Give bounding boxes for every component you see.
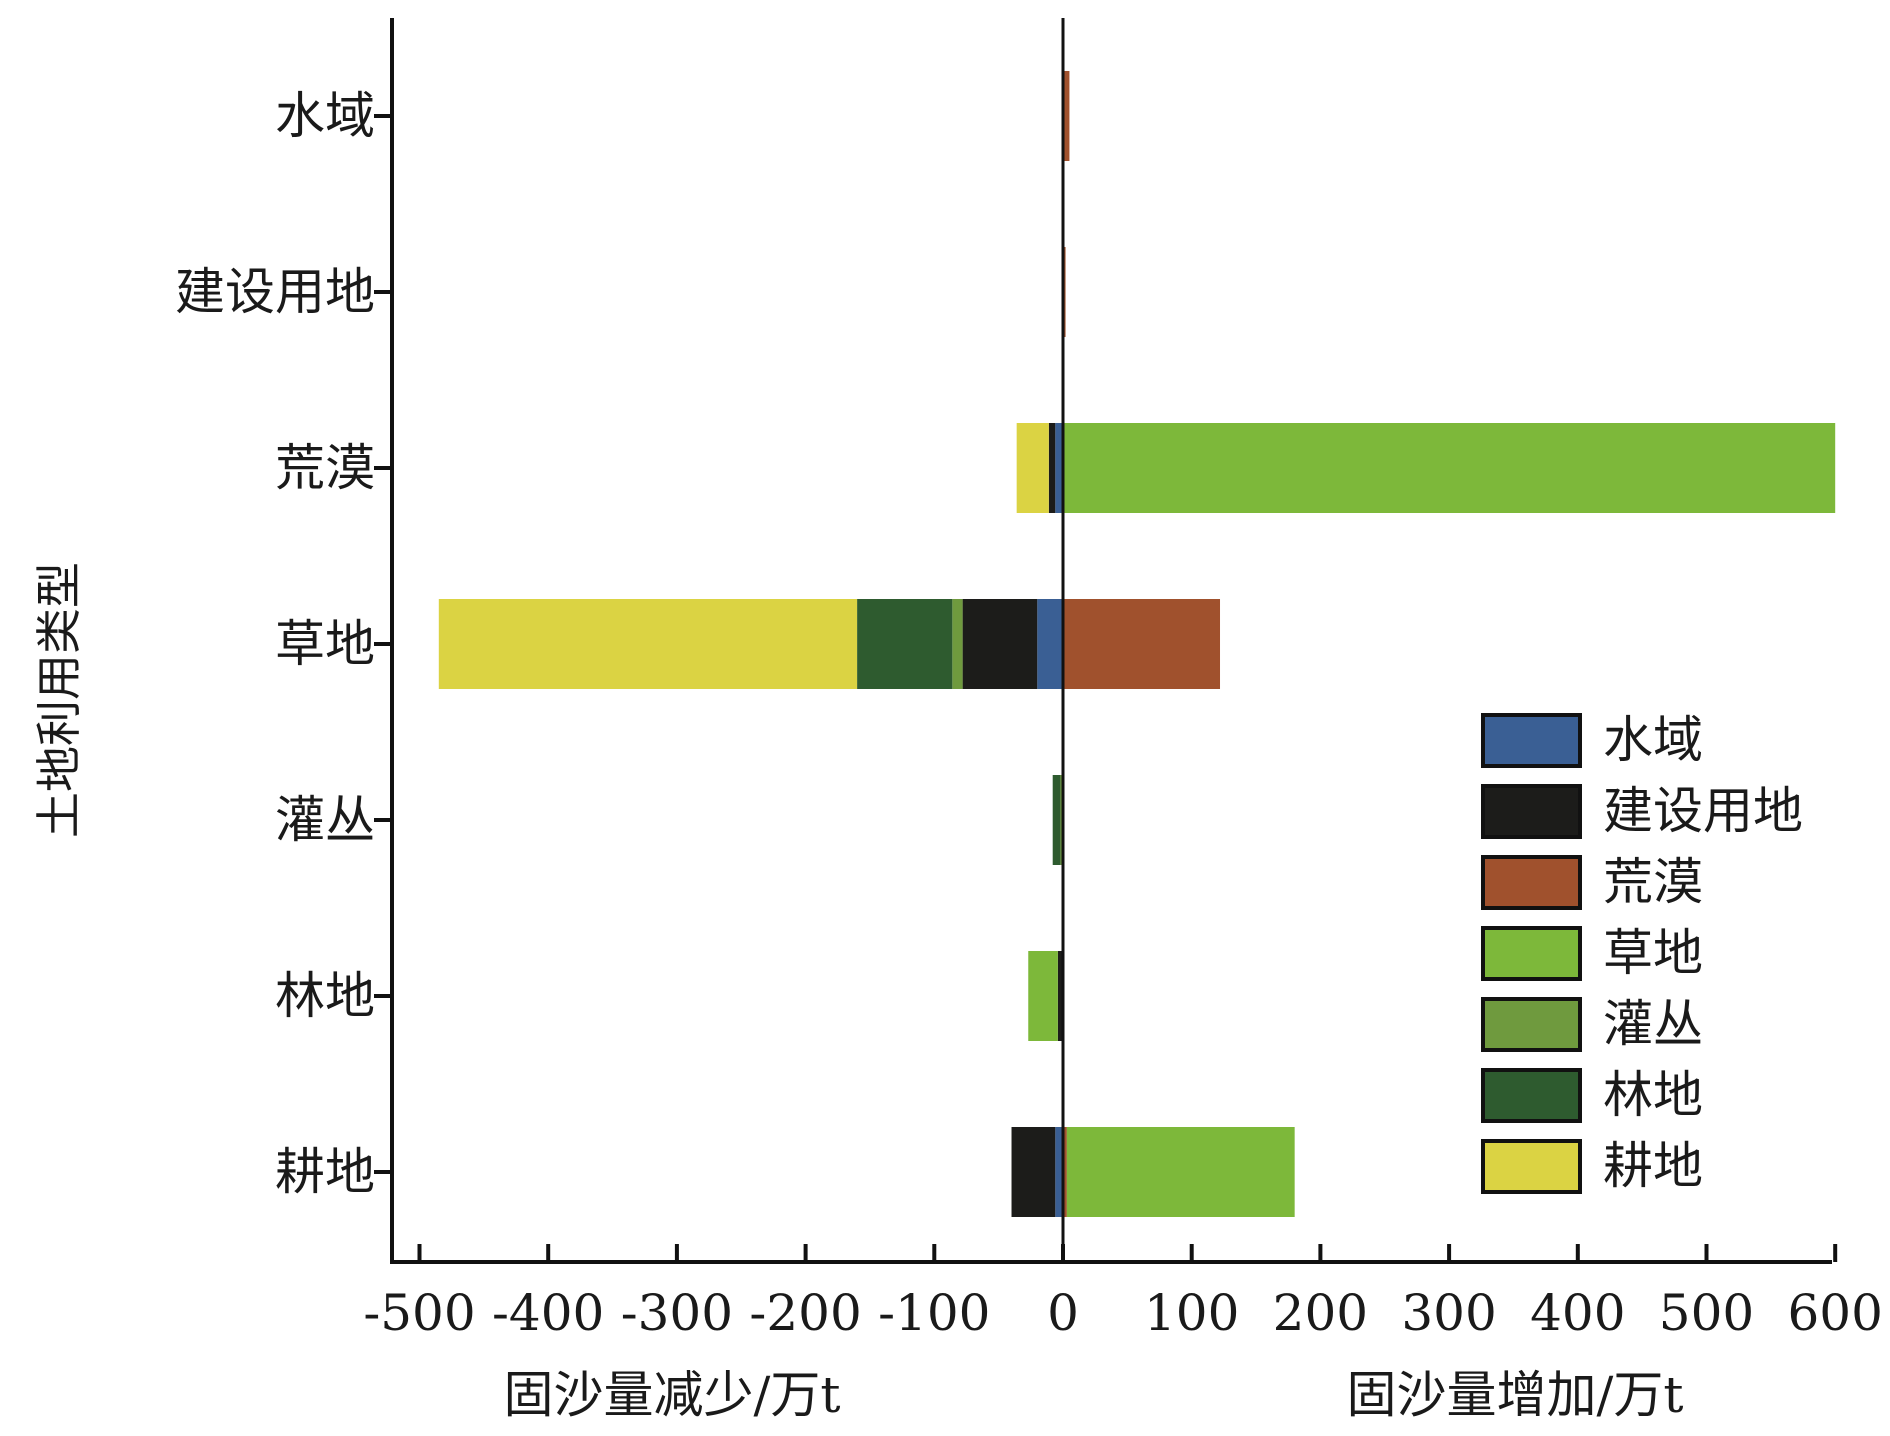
bar-草地-建设用地 bbox=[962, 599, 1038, 689]
x-tick-label: 100 bbox=[1144, 1284, 1239, 1342]
bar-水域-荒漠 bbox=[1063, 71, 1070, 161]
bar-草地-水域 bbox=[1037, 599, 1063, 689]
legend-swatch-林地 bbox=[1481, 1068, 1582, 1123]
y-tick-label: 林地 bbox=[275, 967, 375, 1025]
bar-草地-荒漠 bbox=[1063, 599, 1221, 689]
x-tick-label: 0 bbox=[1047, 1284, 1079, 1342]
bar-荒漠-水域 bbox=[1055, 423, 1063, 513]
x-tick-label: 400 bbox=[1530, 1284, 1625, 1342]
legend-swatch-水域 bbox=[1481, 713, 1582, 768]
x-tick-label: 200 bbox=[1273, 1284, 1368, 1342]
bar-林地-草地 bbox=[1028, 951, 1058, 1041]
x-tick-label: 300 bbox=[1401, 1284, 1496, 1342]
x-tick-label: -300 bbox=[621, 1284, 733, 1342]
bar-荒漠-建设用地 bbox=[1048, 423, 1056, 513]
bar-荒漠-耕地 bbox=[1016, 423, 1049, 513]
legend-label: 水域 bbox=[1603, 711, 1703, 769]
legend-label: 林地 bbox=[1603, 1066, 1703, 1124]
legend-label: 耕地 bbox=[1603, 1137, 1703, 1195]
bar-林地-建设用地 bbox=[1057, 951, 1063, 1041]
bar-耕地-荒漠 bbox=[1063, 1127, 1067, 1217]
bar-草地-灌丛 bbox=[952, 599, 963, 689]
y-tick-label: 荒漠 bbox=[275, 439, 375, 497]
x-tick-label: -400 bbox=[492, 1284, 604, 1342]
ticks-layer bbox=[374, 114, 1838, 1262]
legend-swatch-灌丛 bbox=[1481, 997, 1582, 1052]
y-tick-label: 水域 bbox=[275, 87, 375, 145]
y-tick-label: 灌丛 bbox=[275, 791, 375, 849]
x-tick-label: 500 bbox=[1659, 1284, 1754, 1342]
x-tick-label: 600 bbox=[1787, 1284, 1882, 1342]
x-axis-title-increase: 固沙量增加/万t bbox=[1347, 1366, 1684, 1424]
legend-swatch-建设用地 bbox=[1481, 784, 1582, 839]
bar-荒漠-草地 bbox=[1063, 423, 1836, 513]
bar-耕地-建设用地 bbox=[1011, 1127, 1056, 1217]
legend-label: 荒漠 bbox=[1603, 853, 1703, 911]
y-tick-label: 耕地 bbox=[275, 1143, 375, 1201]
legend-label: 建设用地 bbox=[1603, 782, 1803, 840]
bar-草地-耕地 bbox=[438, 599, 858, 689]
legend-swatch-草地 bbox=[1481, 926, 1582, 981]
bar-灌丛-林地 bbox=[1052, 775, 1061, 865]
y-tick-label: 建设用地 bbox=[175, 263, 375, 321]
bar-耕地-草地 bbox=[1066, 1127, 1295, 1217]
legend-swatch-荒漠 bbox=[1481, 855, 1582, 910]
legend-label: 灌丛 bbox=[1603, 995, 1703, 1053]
y-axis-title: 土地利用类型 bbox=[32, 562, 86, 838]
x-tick-label: -100 bbox=[878, 1284, 990, 1342]
x-axis-title-decrease: 固沙量减少/万t bbox=[504, 1366, 841, 1424]
x-tick-label: -200 bbox=[749, 1284, 861, 1342]
bar-耕地-水域 bbox=[1055, 1127, 1063, 1217]
y-tick-label: 草地 bbox=[275, 615, 375, 673]
bar-草地-林地 bbox=[857, 599, 953, 689]
legend-label: 草地 bbox=[1603, 924, 1703, 982]
x-tick-label: -500 bbox=[363, 1284, 475, 1342]
legend-swatch-耕地 bbox=[1481, 1139, 1582, 1194]
